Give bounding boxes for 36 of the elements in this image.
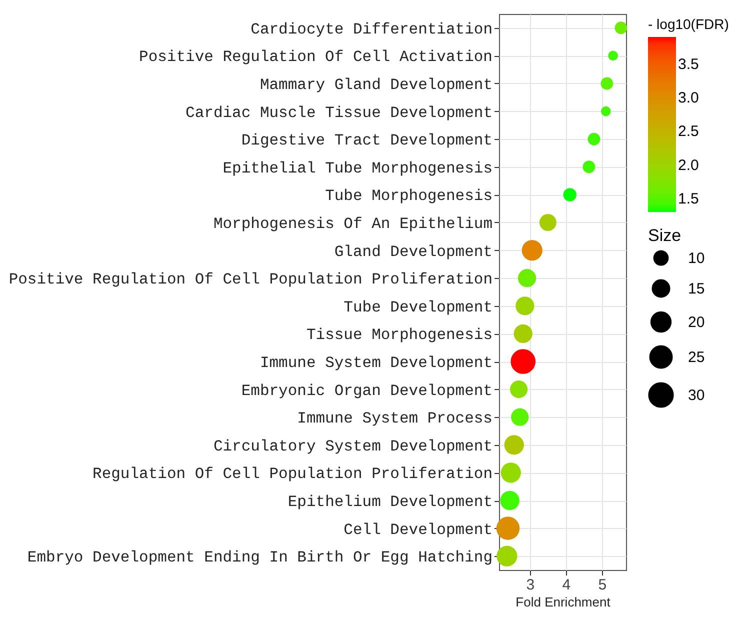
y-tick-label: Tube Development [344, 298, 492, 316]
x-tick-label: 5 [598, 576, 607, 594]
legend-label: 15 [688, 280, 705, 298]
x-tick-label: 4 [562, 576, 571, 594]
y-tick-label: Epithelium Development [288, 493, 492, 511]
y-tick-label: Cardiocyte Differentiation [250, 20, 492, 38]
y-tick-label: Positive Regulation Of Cell Activation [139, 48, 492, 66]
legend-label: 30 [688, 387, 705, 404]
y-tick-label: Cardiac Muscle Tissue Development [186, 104, 492, 122]
y-tick-label: Gland Development [334, 242, 492, 261]
y-tick-label: Embryonic Organ Development [241, 382, 492, 400]
color-bar-label: 3.5 [678, 56, 699, 73]
x-tick-label: 3 [526, 576, 535, 594]
legend-label: 25 [688, 349, 705, 366]
y-tick-label: Tube Morphogenesis [325, 187, 492, 206]
color-bar-title: - log10(FDR) [648, 16, 729, 32]
y-tick-label: Cell Development [344, 520, 492, 539]
y-tick-label: Immune System Process [297, 410, 492, 428]
color-bar-label: 1.5 [678, 190, 699, 208]
legend-label: 10 [688, 250, 705, 267]
color-bar-label: 3.0 [678, 90, 699, 107]
y-tick-label: Mammary Gland Development [260, 76, 492, 94]
y-tick-label: Tissue Morphogenesis [306, 326, 492, 344]
x-axis-title: Fold Enrichment [516, 594, 611, 610]
y-tick-label: Positive Regulation Of Cell Population Proliferation [8, 270, 492, 289]
y-tick-label: Circulatory System Development [213, 437, 492, 456]
color-bar-label: 2.0 [678, 156, 699, 174]
y-tick-label: Embryo Development Ending In Birth Or Egg Hatching [27, 548, 492, 567]
y-tick-label: Digestive Tract Development [241, 132, 492, 150]
y-tick-label: Epithelial Tube Morphogenesis [222, 159, 492, 178]
legend-label: 20 [688, 314, 705, 331]
y-tick-label: Immune System Development [260, 354, 492, 372]
y-tick-label: Morphogenesis Of An Epithelium [213, 215, 492, 233]
color-bar-label: 2.5 [678, 123, 699, 140]
y-tick-label: Regulation Of Cell Population Proliferation [92, 465, 492, 484]
legend-title: Size [648, 226, 682, 245]
